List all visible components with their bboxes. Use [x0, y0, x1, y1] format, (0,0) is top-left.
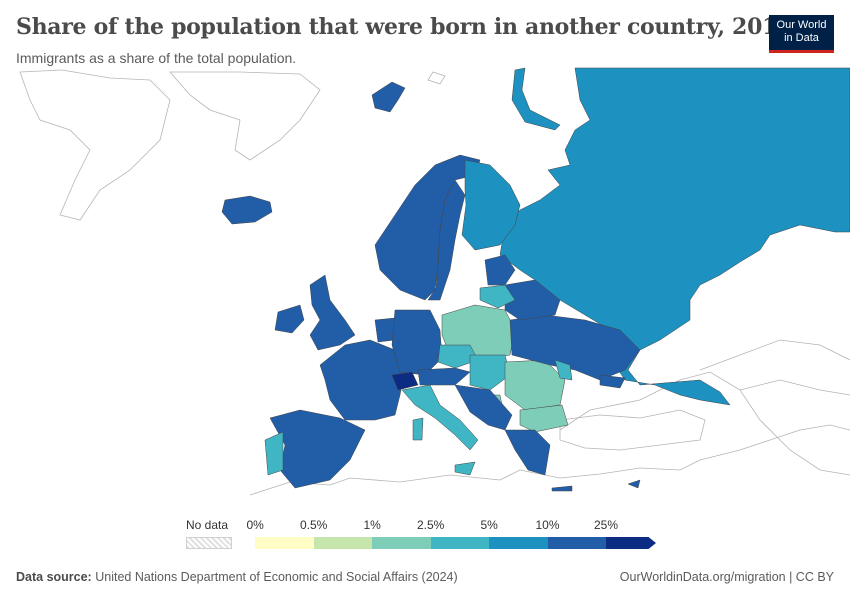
region-lithuania — [479, 284, 516, 309]
region-belgium-nl — [374, 317, 396, 343]
country-shapes — [221, 67, 850, 492]
region-russia — [499, 67, 850, 406]
data-source-note: Data source: United Nations Department o… — [16, 570, 458, 584]
caucasus-central-asia-outline — [699, 339, 850, 396]
region-moldova — [554, 359, 573, 381]
region-portugal — [264, 431, 284, 476]
region-czechia — [437, 344, 479, 369]
legend-bin-4[interactable] — [489, 537, 548, 549]
legend-tick-label: 0.5% — [300, 518, 328, 532]
region-germany — [391, 309, 443, 376]
region-spain — [269, 409, 366, 489]
legend-tick-label: 10% — [535, 518, 560, 532]
region-france — [319, 339, 406, 421]
region-sicily — [454, 461, 476, 476]
legend-bin-2[interactable] — [372, 537, 431, 549]
region-bulgaria — [519, 404, 569, 433]
region-austria — [417, 367, 471, 386]
greenland-outline — [19, 69, 171, 221]
owid-logo[interactable]: Our World in Data — [769, 15, 834, 53]
data-source-text: United Nations Department of Economic an… — [95, 570, 458, 584]
region-italy — [401, 384, 479, 451]
region-ukraine — [509, 314, 641, 381]
region-balkans-west — [454, 384, 513, 431]
legend-tick-label: 25% — [594, 518, 619, 532]
footer-link[interactable]: OurWorldinData.org/migration | CC BY — [619, 570, 834, 584]
legend-bin-5[interactable] — [547, 537, 606, 549]
region-greece — [504, 429, 551, 476]
region-baltics — [484, 254, 516, 286]
logo-line-1: Our World — [776, 19, 827, 31]
region-georgia-armenia — [599, 374, 626, 389]
legend-bin-1[interactable] — [313, 537, 372, 549]
legend-tick-label: 1% — [363, 518, 381, 532]
logo-line-2: in Data — [784, 32, 819, 44]
region-uk — [309, 274, 356, 351]
region-cyprus — [627, 479, 641, 489]
middle-east-outline — [559, 371, 850, 476]
region-sweden — [427, 179, 466, 301]
north-africa-outline — [249, 424, 850, 496]
region-romania — [504, 359, 566, 411]
svalbard-outline — [427, 71, 446, 85]
region-switzerland — [391, 371, 419, 391]
page-subtitle: Immigrants as a share of the total popul… — [16, 50, 297, 66]
europe-map[interactable] — [0, 64, 850, 514]
outline-landmasses — [19, 69, 850, 496]
legend-no-data-label: No data — [186, 518, 229, 532]
greenland-east-outline — [169, 71, 321, 161]
legend-tick-label: 5% — [480, 518, 498, 532]
region-crete — [551, 485, 573, 492]
legend-bin-3[interactable] — [430, 537, 489, 549]
region-ireland — [274, 304, 305, 334]
data-source-label: Data source: — [16, 570, 92, 584]
page-title: Share of the population that were born i… — [16, 14, 793, 40]
region-finland — [461, 159, 521, 251]
region-sardinia — [412, 417, 424, 441]
region-slovakia-hungary — [469, 354, 511, 391]
turkey-outline — [559, 409, 706, 451]
legend-bin-6[interactable] — [606, 537, 656, 549]
region-svalbard — [371, 81, 406, 113]
region-iceland — [221, 195, 273, 225]
legend-no-data-swatch[interactable] — [186, 537, 232, 549]
legend-bin-0[interactable] — [255, 537, 314, 549]
legend-tick-label: 0% — [246, 518, 264, 532]
region-novaya-zemlya — [511, 67, 561, 131]
legend-tick-label: 2.5% — [417, 518, 445, 532]
region-belarus — [504, 279, 561, 321]
